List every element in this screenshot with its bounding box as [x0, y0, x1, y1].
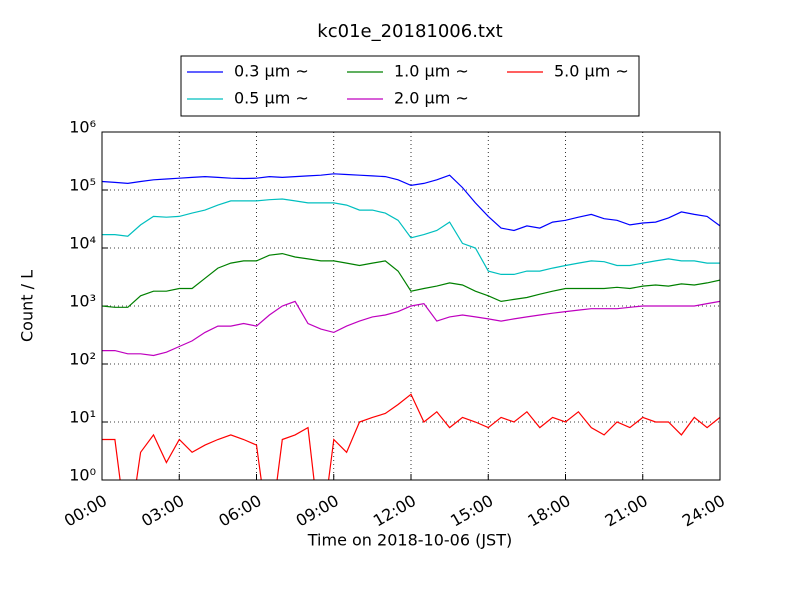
y-tick-label: 10⁰ — [69, 466, 96, 485]
y-tick-label: 10³ — [69, 292, 96, 311]
y-tick-label: 10¹ — [69, 408, 96, 427]
legend-label: 0.5 μm ~ — [234, 89, 309, 108]
series-line — [102, 173, 720, 232]
legend-box — [180, 55, 640, 117]
x-tick-label: 00:00 — [61, 491, 110, 531]
legend-label: 0.3 μm ~ — [234, 62, 309, 81]
plot-lines — [102, 173, 720, 480]
series-line — [102, 252, 720, 308]
series-line — [102, 393, 720, 480]
x-tick-label: 03:00 — [138, 491, 187, 531]
x-tick-label: 15:00 — [447, 491, 496, 531]
legend-label: 1.0 μm ~ — [394, 62, 469, 81]
y-tick-label: 10⁶ — [69, 118, 96, 137]
plot-frame — [101, 131, 721, 481]
x-tick-label: 09:00 — [293, 491, 342, 531]
x-tick-label: 18:00 — [524, 491, 573, 531]
legend-label: 2.0 μm ~ — [394, 89, 469, 108]
x-tick-label: 06:00 — [215, 491, 264, 531]
y-tick-label: 10⁴ — [69, 234, 96, 253]
x-tick-label: 24:00 — [679, 491, 728, 531]
x-tick-label: 21:00 — [602, 491, 651, 531]
chart-title: kc01e_20181006.txt — [317, 21, 502, 42]
y-tick-label: 10⁵ — [69, 176, 96, 195]
y-tick-label: 10² — [69, 350, 96, 369]
series-line — [102, 300, 720, 357]
x-tick-label: 12:00 — [370, 491, 419, 531]
legend-label: 5.0 μm ~ — [554, 62, 629, 81]
x-axis-label: Time on 2018-10-06 (JST) — [307, 531, 512, 550]
y-axis-label: Count / L — [18, 270, 37, 342]
series-line — [102, 198, 720, 275]
